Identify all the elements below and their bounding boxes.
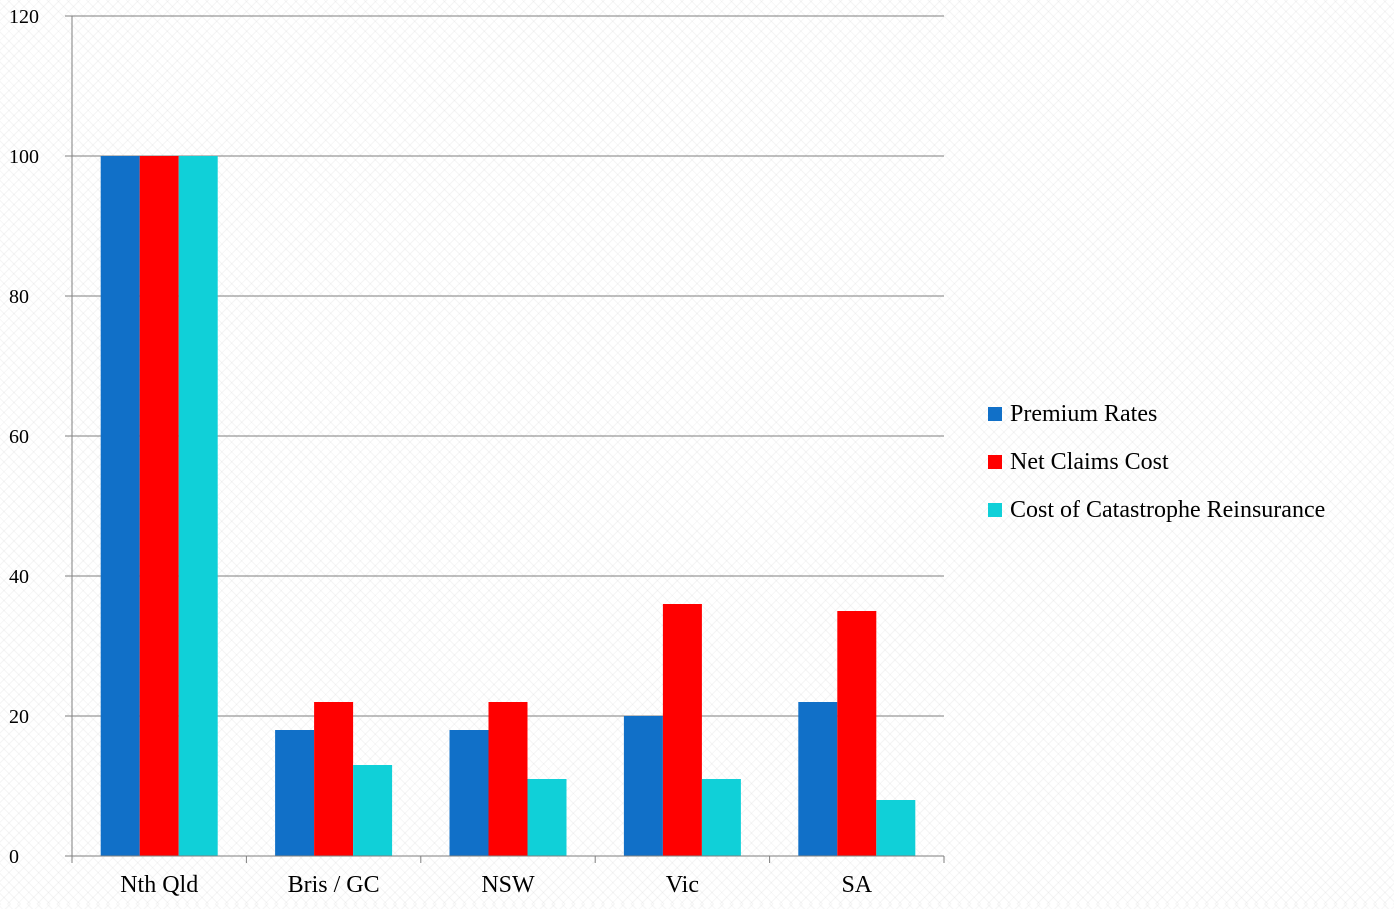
legend-item-catastrophe-reinsurance: Cost of Catastrophe Reinsurance bbox=[988, 486, 1388, 534]
x-tick-label-sa: SA bbox=[841, 872, 872, 898]
legend-label-premium-rates: Premium Rates bbox=[1010, 400, 1158, 427]
x-tick-label-nth-qld: Nth Qld bbox=[120, 872, 198, 898]
y-tick-label-60: 60 bbox=[9, 426, 29, 448]
bar-net-claims-cost-vic bbox=[662, 604, 702, 856]
x-tick-label-bris-gc: Bris / GC bbox=[288, 872, 380, 898]
bar-net-claims-cost-nsw bbox=[488, 702, 528, 856]
bar-net-claims-cost-bris-gc bbox=[314, 702, 354, 856]
y-tick-label-40: 40 bbox=[9, 566, 29, 588]
legend-label-catastrophe-reinsurance: Cost of Catastrophe Reinsurance bbox=[1010, 496, 1326, 523]
bar-cost-of-catastrophe-reinsurance-vic bbox=[701, 779, 741, 856]
bar-cost-of-catastrophe-reinsurance-bris-gc bbox=[353, 765, 393, 856]
axes bbox=[65, 15, 945, 863]
legend-item-net-claims-cost: Net Claims Cost bbox=[988, 438, 1388, 486]
x-tick-labels: Nth Qld Bris / GC NSW Vic SA bbox=[120, 872, 873, 898]
y-tick-label-20: 20 bbox=[9, 706, 29, 728]
legend-item-premium-rates: Premium Rates bbox=[988, 390, 1388, 438]
legend-swatch-premium-rates bbox=[988, 407, 1002, 421]
y-tick-label-120: 120 bbox=[9, 6, 39, 28]
bars bbox=[100, 156, 916, 856]
legend: Premium Rates Net Claims Cost Cost of Ca… bbox=[988, 390, 1388, 534]
x-tick-label-nsw: NSW bbox=[481, 872, 535, 898]
bar-premium-rates-nth-qld bbox=[100, 156, 140, 856]
y-tick-labels: 0 20 40 60 80 100 120 bbox=[9, 6, 39, 868]
legend-swatch-catastrophe-reinsurance bbox=[988, 503, 1002, 517]
legend-swatch-net-claims-cost bbox=[988, 455, 1002, 469]
bar-premium-rates-vic bbox=[623, 716, 663, 856]
bar-premium-rates-nsw bbox=[449, 730, 489, 856]
bar-cost-of-catastrophe-reinsurance-nsw bbox=[527, 779, 567, 856]
bar-cost-of-catastrophe-reinsurance-nth-qld bbox=[178, 156, 218, 856]
y-tick-label-80: 80 bbox=[9, 286, 29, 308]
bar-net-claims-cost-sa bbox=[837, 611, 877, 856]
bar-premium-rates-bris-gc bbox=[275, 730, 315, 856]
bar-premium-rates-sa bbox=[798, 702, 838, 856]
y-tick-label-0: 0 bbox=[9, 846, 19, 868]
y-tick-label-100: 100 bbox=[9, 146, 39, 168]
legend-label-net-claims-cost: Net Claims Cost bbox=[1010, 448, 1169, 475]
bar-net-claims-cost-nth-qld bbox=[139, 156, 179, 856]
bar-cost-of-catastrophe-reinsurance-sa bbox=[876, 800, 916, 856]
x-tick-label-vic: Vic bbox=[666, 872, 699, 898]
